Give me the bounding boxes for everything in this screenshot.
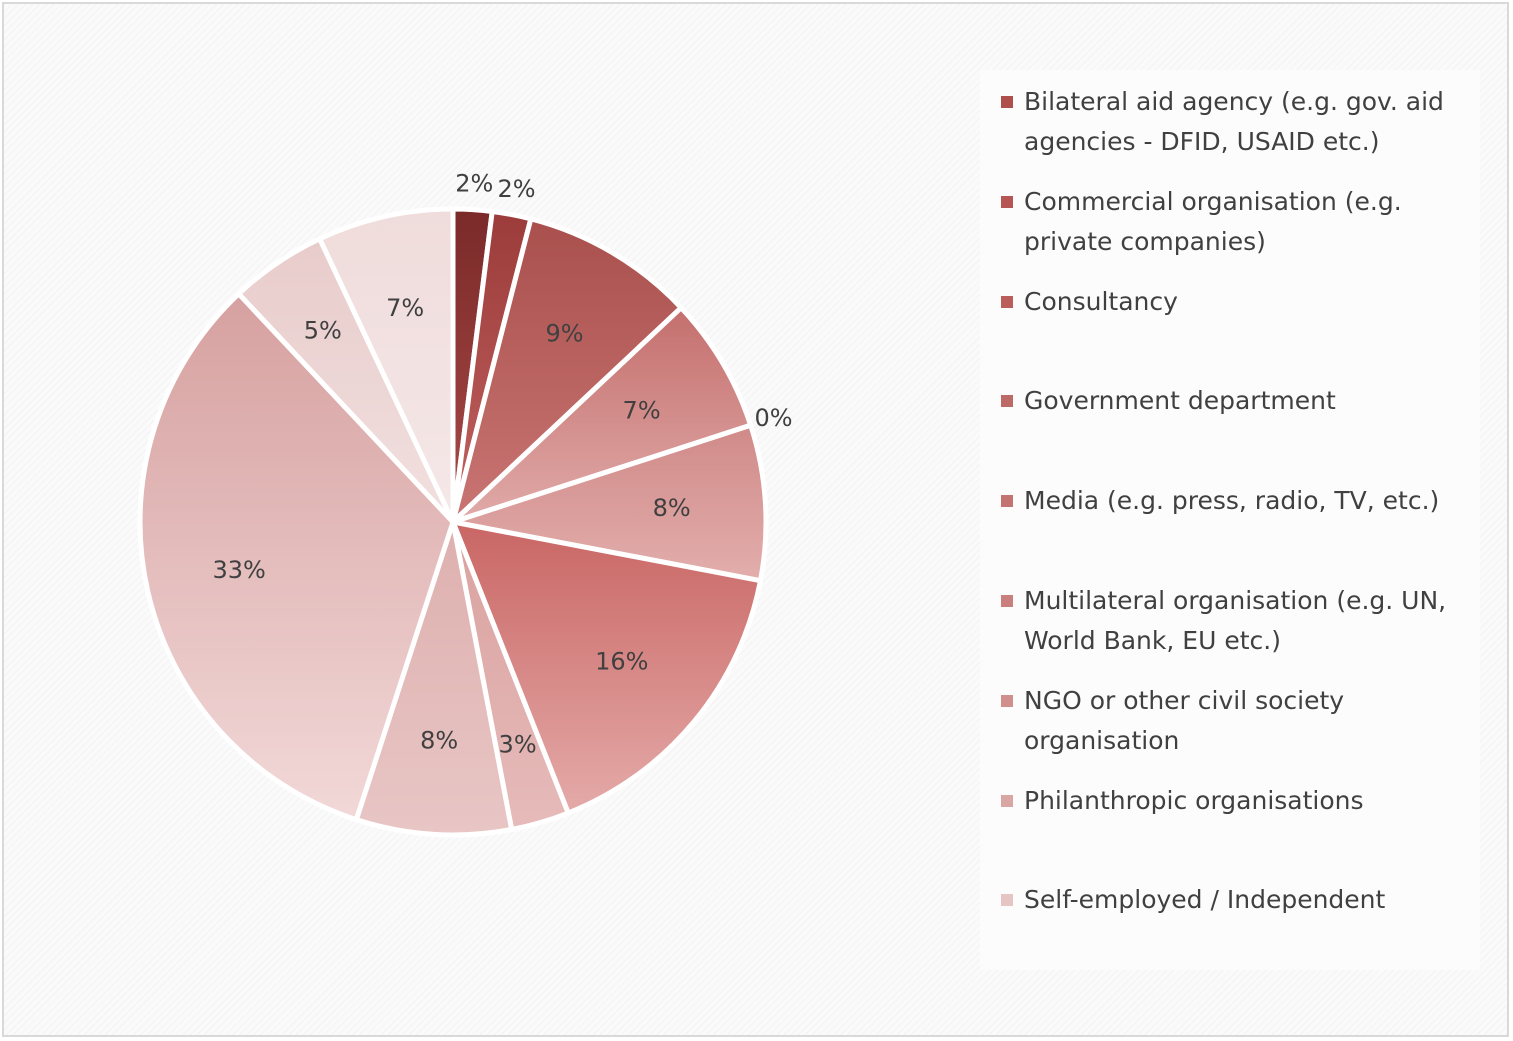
legend-label: Self-employed / Independent: [1024, 885, 1386, 915]
pie-slice-12: [317, 206, 456, 525]
legend-swatch: [1001, 295, 1013, 308]
legend-swatch: [1001, 894, 1013, 907]
data-label-1: 2%: [455, 170, 493, 198]
data-label-9: 8%: [420, 727, 458, 755]
legend-swatch: [1001, 395, 1013, 408]
legend-label: Bilateral aid agency (e.g. gov. aid agen…: [1024, 87, 1444, 156]
data-label-11: 5%: [304, 316, 342, 344]
data-label-12: 7%: [386, 294, 424, 322]
legend-swatch: [1001, 794, 1013, 807]
legend: Bilateral aid agency (e.g. gov. aid agen…: [980, 70, 1480, 970]
pie-slice-3: [450, 216, 684, 525]
pie-slice-4: [450, 305, 754, 525]
pie-slice-6: [450, 422, 769, 584]
legend-swatch: [1001, 694, 1013, 707]
legend-swatch: [1001, 595, 1013, 607]
data-label-4: 7%: [623, 397, 661, 425]
data-label-6: 8%: [653, 494, 691, 522]
legend-label: Commercial organisation (e.g. private co…: [1024, 186, 1402, 256]
legend-label: Consultancy: [1024, 286, 1178, 316]
data-label-10: 33%: [213, 556, 266, 584]
pie-slice-10: [137, 291, 456, 823]
legend-swatch: [1001, 195, 1013, 208]
legend-swatch: [1001, 495, 1013, 508]
pie-data-labels: 2% 2% 9% 7% 0% 8% 16% 3% 8% 33% 5% 7%: [213, 170, 793, 759]
pie-slice-7: [450, 519, 763, 816]
legend-swatch: [1001, 96, 1013, 108]
data-label-3: 9%: [545, 319, 583, 347]
data-label-8: 3%: [499, 730, 537, 758]
legend-label: NGO or other civil society organisation: [1024, 685, 1345, 755]
data-label-2: 2%: [497, 175, 535, 203]
legend-label: Media (e.g. press, radio, TV, etc.): [1024, 486, 1440, 516]
data-label-7: 16%: [595, 648, 648, 676]
data-label-5: 0%: [754, 404, 792, 432]
legend-label: Government department: [1024, 386, 1336, 416]
legend-label: Philanthropic organisations: [1024, 785, 1364, 815]
legend-label: Multilateral organisation (e.g. UN, Worl…: [1024, 586, 1447, 655]
pie-slice-9: [353, 519, 515, 838]
pie-slices: [137, 206, 769, 838]
